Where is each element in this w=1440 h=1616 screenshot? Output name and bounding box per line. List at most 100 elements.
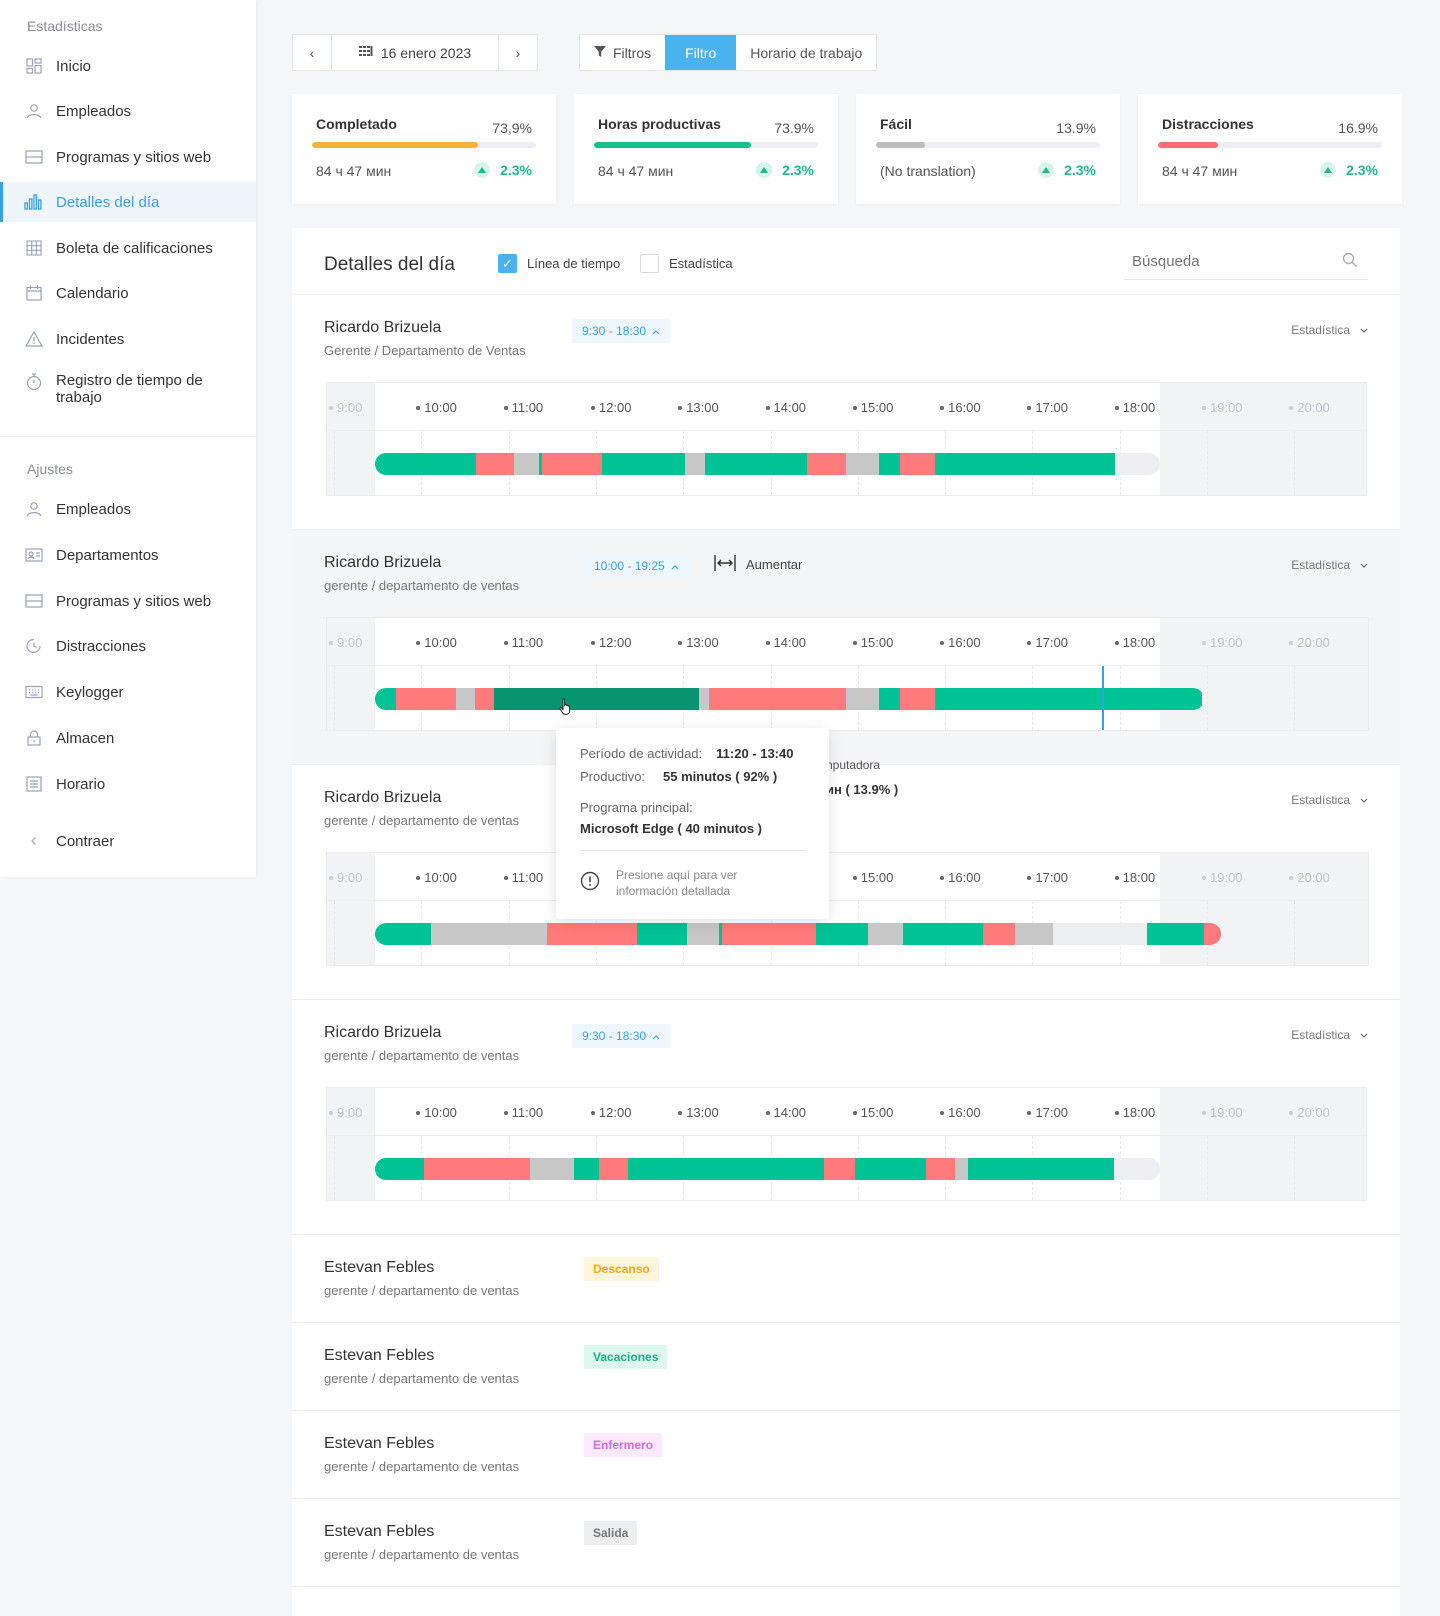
activity-segment[interactable]	[879, 688, 901, 710]
activity-segment[interactable]	[374, 453, 476, 475]
stats-dropdown[interactable]: Estadística	[1291, 558, 1368, 572]
activity-segment[interactable]	[708, 688, 847, 710]
employee-name[interactable]: Ricardo Brizuela	[324, 1024, 442, 1041]
activity-segment[interactable]	[699, 688, 709, 710]
activity-segment[interactable]	[935, 453, 1115, 475]
sidebar-item-inicio[interactable]: Inicio	[0, 46, 256, 86]
activity-segment[interactable]	[542, 453, 602, 475]
sidebar-item-boleta-de-calificaciones[interactable]: Boleta de calificaciones	[0, 228, 256, 268]
activity-segment[interactable]	[1147, 923, 1204, 945]
activity-segment[interactable]	[424, 1158, 531, 1180]
sidebar-item-programas-y-sitios-web[interactable]: Programas y sitios web	[0, 137, 256, 177]
activity-segment[interactable]	[627, 1158, 825, 1180]
work-hours-badge[interactable]: 9:30 - 18:30	[572, 319, 671, 343]
sidebar-item-distracciones[interactable]: Distracciones	[0, 626, 256, 666]
stats-dropdown[interactable]: Estadística	[1291, 323, 1368, 337]
sidebar-item-registro-de-tiempo-de-trabajo[interactable]: Registro de tiempo de trabajo	[0, 364, 256, 416]
sidebar-item-departamentos[interactable]: Departamentos	[0, 535, 256, 575]
activity-segment[interactable]	[547, 923, 637, 945]
activity-segment[interactable]	[983, 923, 1016, 945]
employee-name[interactable]: Estevan Febles	[324, 1435, 435, 1452]
time-axis	[327, 618, 1368, 666]
sidebar-item-horario[interactable]: Horario	[0, 764, 256, 804]
kpi-value: (No translation)	[880, 163, 976, 179]
activity-segment[interactable]	[722, 923, 817, 945]
activity-segment[interactable]	[719, 923, 723, 945]
search-input[interactable]	[1124, 244, 1324, 278]
activity-segment[interactable]	[514, 453, 539, 475]
activity-segment[interactable]	[530, 1158, 574, 1180]
activity-bar[interactable]	[374, 1158, 1161, 1180]
activity-segment[interactable]	[955, 1158, 969, 1180]
sidebar-item-programas-y-sitios-web[interactable]: Programas y sitios web	[0, 581, 256, 621]
employee-name[interactable]: Estevan Febles	[324, 1347, 435, 1364]
prev-day-button[interactable]: ‹	[293, 35, 331, 70]
date-display[interactable]: 16 enero 2023	[331, 35, 499, 70]
activity-segment[interactable]	[455, 688, 476, 710]
timeline-checkbox[interactable]: ✓ Línea de tiempo	[498, 254, 620, 273]
zoom-button[interactable]: Aumentar	[714, 554, 802, 575]
activity-segment[interactable]	[475, 453, 515, 475]
work-hours-badge[interactable]: 10:00 - 19:25	[584, 554, 689, 578]
activity-segment[interactable]	[431, 923, 548, 945]
activity-segment[interactable]	[599, 1158, 628, 1180]
details-link[interactable]: Presione aquí para ver información detal…	[580, 867, 805, 899]
activity-segment[interactable]	[704, 453, 807, 475]
activity-segment[interactable]	[854, 1158, 927, 1180]
activity-segment[interactable]	[494, 688, 700, 710]
sidebar-item-calendario[interactable]: Calendario	[0, 273, 256, 313]
activity-segment[interactable]	[816, 923, 868, 945]
employee-name[interactable]: Estevan Febles	[324, 1259, 435, 1276]
activity-segment[interactable]	[879, 453, 901, 475]
stats-dropdown[interactable]: Estadística	[1291, 793, 1368, 807]
activity-segment[interactable]	[684, 453, 705, 475]
work-schedule-tab[interactable]: Horario de trabajo	[750, 44, 863, 61]
activity-segment[interactable]	[968, 1158, 1115, 1180]
sidebar-item-empleados[interactable]: Empleados	[0, 91, 256, 131]
activity-bar[interactable]	[374, 688, 1204, 710]
activity-segment[interactable]	[396, 688, 456, 710]
sidebar-item-detalles-del-día[interactable]: Detalles del día	[0, 182, 256, 222]
work-hours-badge[interactable]: 9:30 - 18:30	[572, 1024, 671, 1048]
filter-active-tab[interactable]: Filtro	[665, 35, 737, 70]
sidebar-item-incidentes[interactable]: Incidentes	[0, 319, 256, 359]
activity-segment[interactable]	[867, 923, 903, 945]
activity-tooltip[interactable]: Período de actividad: 11:20 - 13:40 Produ…	[556, 728, 829, 919]
next-day-button[interactable]: ›	[499, 35, 537, 70]
activity-segment[interactable]	[935, 688, 1203, 710]
activity-segment[interactable]	[902, 923, 984, 945]
activity-segment[interactable]	[846, 688, 880, 710]
activity-segment[interactable]	[573, 1158, 599, 1180]
sidebar-collapse[interactable]: Contraer	[0, 821, 256, 861]
activity-segment[interactable]	[1015, 923, 1053, 945]
activity-segment[interactable]	[926, 1158, 956, 1180]
activity-segment[interactable]	[538, 453, 543, 475]
activity-segment[interactable]	[687, 923, 720, 945]
activity-segment[interactable]	[374, 923, 432, 945]
activity-segment[interactable]	[900, 453, 936, 475]
activity-segment[interactable]	[846, 453, 880, 475]
filters-button[interactable]: Filtros	[580, 35, 665, 70]
search-icon[interactable]	[1342, 252, 1358, 273]
activity-segment[interactable]	[601, 453, 685, 475]
stats-dropdown[interactable]: Estadística	[1291, 1028, 1368, 1042]
activity-segment[interactable]	[824, 1158, 855, 1180]
activity-segment[interactable]	[475, 688, 495, 710]
activity-segment[interactable]	[1203, 923, 1222, 945]
employee-name[interactable]: Ricardo Brizuela	[324, 319, 442, 336]
stats-checkbox[interactable]: Estadística	[640, 254, 733, 273]
activity-bar[interactable]	[374, 453, 1161, 475]
activity-segment[interactable]	[806, 453, 847, 475]
activity-bar[interactable]	[374, 923, 1222, 945]
sidebar-item-keylogger[interactable]: Keylogger	[0, 672, 256, 712]
employee-name[interactable]: Estevan Febles	[324, 1523, 435, 1540]
sidebar-item-empleados[interactable]: Empleados	[0, 489, 256, 529]
sidebar-item-almacen[interactable]: Almacen	[0, 718, 256, 758]
activity-segment[interactable]	[374, 1158, 425, 1180]
activity-segment[interactable]	[636, 923, 688, 945]
activity-segment[interactable]	[900, 688, 936, 710]
activity-segment[interactable]	[374, 688, 397, 710]
employee-name[interactable]: Ricardo Brizuela	[324, 789, 442, 806]
employee-name[interactable]: Ricardo Brizuela	[324, 554, 442, 571]
activity-segment[interactable]	[1052, 923, 1148, 945]
